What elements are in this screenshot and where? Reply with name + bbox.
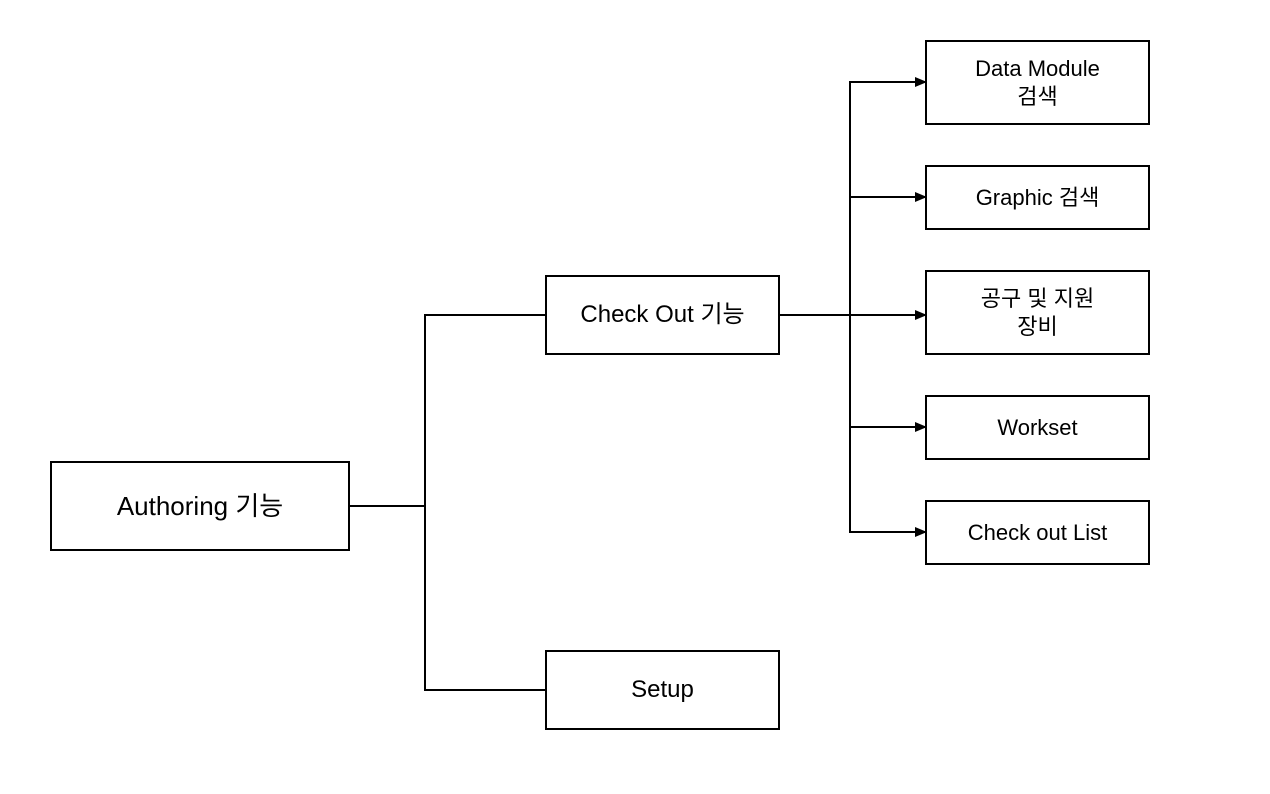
node-authoring: Authoring 기능 — [50, 461, 350, 551]
node-workset-label: Workset — [997, 414, 1077, 442]
node-tools-label: 공구 및 지원장비 — [981, 285, 1094, 340]
node-workset: Workset — [925, 395, 1150, 460]
node-authoring-label: Authoring 기능 — [117, 490, 283, 523]
node-checkout: Check Out 기능 — [545, 275, 780, 355]
node-checkout-list-label: Check out List — [968, 519, 1107, 547]
node-setup-label: Setup — [631, 675, 694, 705]
edge-checkout-workset — [780, 315, 925, 427]
diagram-canvas: Authoring 기능 Check Out 기능 Setup Data Mod… — [0, 0, 1270, 794]
node-data-module-label: Data Module검색 — [975, 55, 1100, 110]
edge-root-checkout — [350, 315, 545, 506]
edge-checkout-checkoutlist — [780, 315, 925, 532]
node-graphic-label: Graphic 검색 — [976, 184, 1100, 212]
node-checkout-label: Check Out 기능 — [580, 300, 744, 330]
node-setup: Setup — [545, 650, 780, 730]
edge-root-setup — [350, 506, 545, 690]
edge-checkout-graphic — [780, 197, 925, 315]
node-checkout-list: Check out List — [925, 500, 1150, 565]
edge-checkout-dm — [780, 82, 925, 315]
node-tools: 공구 및 지원장비 — [925, 270, 1150, 355]
node-graphic: Graphic 검색 — [925, 165, 1150, 230]
node-data-module: Data Module검색 — [925, 40, 1150, 125]
